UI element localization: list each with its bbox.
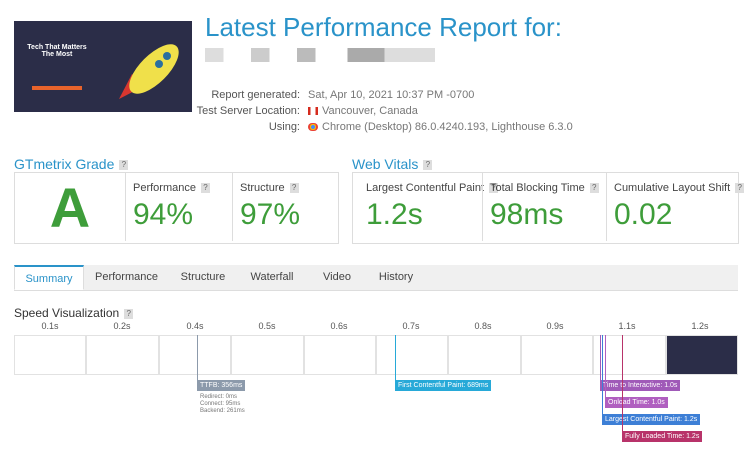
frame bbox=[448, 335, 521, 375]
metric-value: 0.02 bbox=[614, 198, 673, 231]
tab[interactable]: Performance bbox=[95, 271, 158, 283]
screenshot-thumbnail: Tech That Matters The Most bbox=[14, 12, 192, 112]
time-tick: 0.4s bbox=[186, 321, 204, 331]
grade-letter: A bbox=[49, 176, 91, 239]
tab[interactable]: History bbox=[378, 271, 414, 283]
marker-detail: Backend: 261ms bbox=[200, 408, 245, 414]
frame bbox=[520, 335, 594, 375]
metric-label-text: Structure bbox=[240, 182, 285, 194]
thumbnail-button bbox=[32, 86, 82, 90]
metric-value: 98ms bbox=[490, 198, 564, 231]
heading-text: Speed Visualization bbox=[14, 306, 120, 320]
frame bbox=[14, 335, 87, 375]
marker-line bbox=[602, 335, 603, 414]
time-tick: 1.1s bbox=[618, 321, 636, 331]
marker-label: Fully Loaded Time: 1.2s bbox=[622, 431, 703, 442]
marker-label: Time to Interactive: 1.0s bbox=[600, 380, 681, 391]
marker-label: TTFB: 356ms bbox=[197, 380, 246, 391]
thumbnail-nav bbox=[14, 12, 192, 21]
time-tick: 0.2s bbox=[113, 321, 131, 331]
tab[interactable]: Structure bbox=[180, 271, 226, 283]
flag-icon bbox=[308, 107, 318, 116]
detail-label: Test Server Location: bbox=[196, 105, 300, 117]
help-icon[interactable]: ? bbox=[119, 160, 129, 171]
detail-label: Report generated: bbox=[211, 89, 300, 101]
metric-label: Performance? bbox=[133, 182, 210, 194]
metric-divider bbox=[232, 173, 233, 241]
frame bbox=[376, 335, 449, 375]
detail-value: Vancouver, Canada bbox=[308, 105, 418, 117]
tab[interactable]: Waterfall bbox=[250, 271, 294, 283]
time-tick: 0.7s bbox=[402, 321, 420, 331]
marker-line bbox=[395, 335, 396, 380]
grade-heading: GTmetrix Grade? bbox=[14, 156, 129, 172]
metric-value: 94% bbox=[133, 198, 194, 231]
time-tick: 0.1s bbox=[41, 321, 59, 331]
metric-label: Total Blocking Time? bbox=[490, 182, 599, 194]
marker-line bbox=[600, 335, 601, 380]
metric-label-text: Performance bbox=[133, 182, 196, 194]
metric-divider bbox=[125, 173, 126, 241]
heading-text: Web Vitals bbox=[352, 156, 419, 172]
help-icon[interactable]: ? bbox=[200, 183, 210, 194]
vitals-heading: Web Vitals? bbox=[352, 156, 433, 172]
thumbnail-headline: Tech That Matters The Most bbox=[27, 44, 87, 58]
metric-label: Largest Contentful Paint? bbox=[366, 182, 499, 194]
marker-line bbox=[197, 335, 198, 380]
speed-heading: Speed Visualization? bbox=[14, 306, 134, 320]
detail-label: Using: bbox=[268, 121, 300, 133]
frame bbox=[86, 335, 159, 375]
metric-divider bbox=[606, 173, 607, 241]
browser-icon bbox=[308, 123, 318, 132]
marker-line bbox=[605, 335, 606, 397]
metric-label-text: Cumulative Layout Shift bbox=[614, 182, 731, 194]
help-icon[interactable]: ? bbox=[124, 308, 134, 319]
help-icon[interactable]: ? bbox=[289, 183, 299, 194]
frame-thumbnail bbox=[665, 335, 738, 375]
tab-bar bbox=[14, 265, 738, 291]
metric-divider bbox=[482, 173, 483, 241]
tab[interactable]: Video bbox=[323, 271, 351, 283]
grade-box: A bbox=[14, 172, 339, 244]
metric-label: Cumulative Layout Shift? bbox=[614, 182, 745, 194]
blurred-url bbox=[205, 48, 435, 62]
time-tick: 0.9s bbox=[546, 321, 564, 331]
marker-detail: Connect: 95ms bbox=[200, 401, 241, 407]
marker-label: Onload Time: 1.0s bbox=[605, 397, 668, 408]
help-icon[interactable]: ? bbox=[489, 183, 499, 194]
detail-text: Vancouver, Canada bbox=[322, 105, 418, 117]
frame bbox=[231, 335, 304, 375]
tab[interactable]: Summary bbox=[14, 265, 84, 290]
heading-text: GTmetrix Grade bbox=[14, 156, 115, 172]
metric-label-text: Total Blocking Time bbox=[490, 182, 585, 194]
marker-line bbox=[622, 335, 623, 431]
detail-text: Chrome (Desktop) 86.0.4240.193, Lighthou… bbox=[322, 121, 573, 133]
vitals-box bbox=[352, 172, 739, 244]
rocket-icon bbox=[119, 44, 179, 99]
time-tick: 0.8s bbox=[474, 321, 492, 331]
marker-label: Largest Contentful Paint: 1.2s bbox=[602, 414, 701, 425]
metric-label-text: Largest Contentful Paint bbox=[366, 182, 485, 194]
frame bbox=[158, 335, 232, 375]
marker-label: First Contentful Paint: 689ms bbox=[395, 380, 492, 391]
metric-value: 1.2s bbox=[366, 198, 423, 231]
metric-label: Structure? bbox=[240, 182, 299, 194]
help-icon[interactable]: ? bbox=[735, 183, 745, 194]
help-icon[interactable]: ? bbox=[589, 183, 599, 194]
frame bbox=[303, 335, 376, 375]
detail-value: Sat, Apr 10, 2021 10:37 PM -0700 bbox=[308, 89, 474, 101]
detail-text: Sat, Apr 10, 2021 10:37 PM -0700 bbox=[308, 89, 475, 101]
metric-value: 97% bbox=[240, 198, 301, 231]
time-tick: 1.2s bbox=[691, 321, 709, 331]
report-title: Latest Performance Report for: bbox=[205, 12, 562, 42]
detail-value: Chrome (Desktop) 86.0.4240.193, Lighthou… bbox=[308, 121, 573, 133]
time-tick: 0.5s bbox=[258, 321, 276, 331]
time-tick: 0.6s bbox=[330, 321, 348, 331]
help-icon[interactable]: ? bbox=[423, 160, 433, 171]
marker-detail: Redirect: 0ms bbox=[200, 394, 238, 400]
